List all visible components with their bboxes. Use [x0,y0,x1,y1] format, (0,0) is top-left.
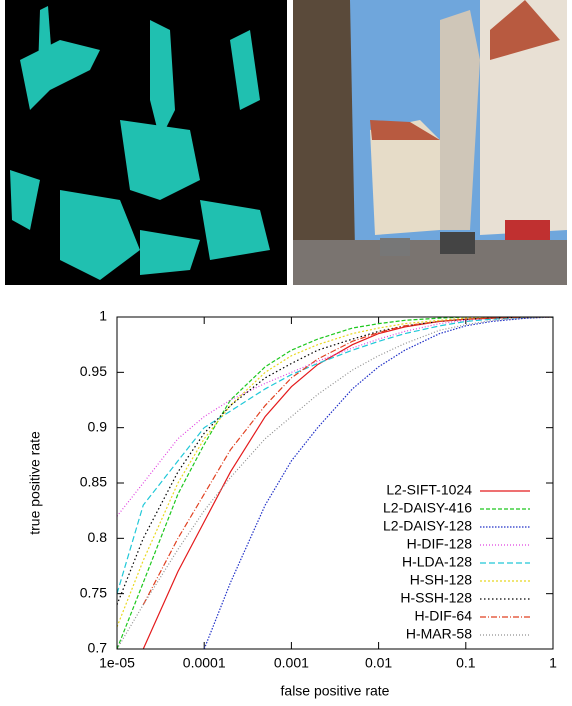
y-tick-label: 0.75 [80,584,107,600]
y-tick-label: 0.85 [80,474,107,490]
x-tick-label: 1e-05 [99,655,135,671]
legend-label: H-DIF-128 [407,536,473,552]
series-line [142,317,553,649]
plot-frame [116,316,554,650]
series-line [203,317,553,649]
y-tick-label: 0.7 [88,640,108,656]
legend-label: H-SSH-128 [400,590,472,606]
series-line [142,317,553,606]
legend-label: H-LDA-128 [402,554,472,570]
plot-lines [117,317,553,649]
y-tick-label: 0.9 [88,418,108,434]
y-tick-label: 0.95 [80,363,107,379]
y-axis-title: true positive rate [27,431,43,535]
series-line [117,317,553,649]
y-tick-label: 0.8 [88,529,108,545]
x-tick-label: 0.1 [456,655,476,671]
x-axis-title: false positive rate [281,683,390,699]
y-tick-label: 1 [99,308,107,324]
x-tick-label: 0.0001 [183,655,226,671]
series-line [117,317,553,594]
point-cloud-image [5,0,287,285]
series-line [117,317,553,628]
legend-label: L2-DAISY-416 [383,500,472,516]
legend-label: H-SH-128 [410,572,472,588]
legend-label: L2-SIFT-1024 [386,482,472,498]
legend-label: H-DIF-64 [414,608,472,624]
legend-label: H-MAR-58 [406,626,472,642]
series-line [117,317,553,649]
street-photo [293,0,567,285]
series-line [117,317,553,605]
x-tick-label: 0.001 [274,655,309,671]
legend-label: L2-DAISY-128 [383,518,472,534]
x-tick-label: 1 [549,655,557,671]
x-tick-label: 0.01 [365,655,392,671]
